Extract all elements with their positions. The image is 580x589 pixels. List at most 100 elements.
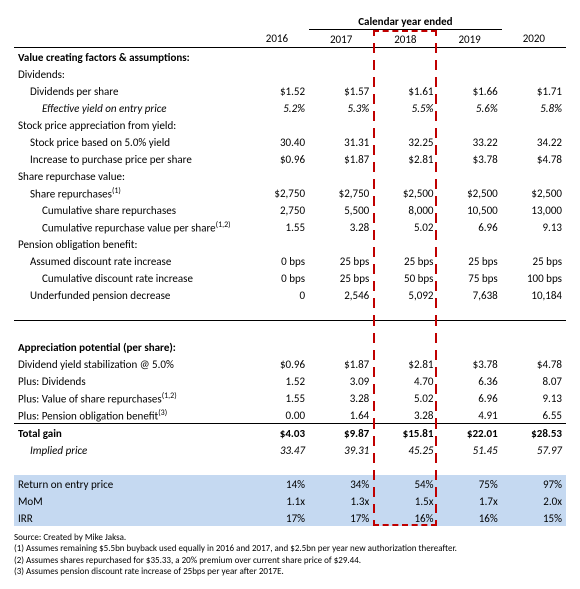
value-cell: 16% <box>437 509 501 526</box>
year-header: 2018 <box>373 30 437 48</box>
value-cell: 5.5% <box>373 99 437 116</box>
value-cell: 1.52 <box>245 372 309 389</box>
value-cell: $22.01 <box>437 424 501 442</box>
value-cell: $3.78 <box>437 150 501 167</box>
value-cell: 5.8% <box>502 99 566 116</box>
row-label: Cumulative share repurchases <box>14 201 245 218</box>
value-cell: 10,500 <box>437 201 501 218</box>
value-cell: $0.96 <box>245 150 309 167</box>
value-cell: 39.31 <box>309 441 373 458</box>
value-cell: 97% <box>502 475 566 492</box>
value-cell: 6.96 <box>437 389 501 406</box>
value-cell: $28.53 <box>502 424 566 442</box>
value-cell: $15.81 <box>373 424 437 442</box>
footnotes-block: Source: Created by Mike Jaksa. (1) Assum… <box>14 532 566 577</box>
value-cell: 9.13 <box>502 218 566 235</box>
value-cell: 3.28 <box>373 406 437 424</box>
value-cell: 31.31 <box>309 133 373 150</box>
value-cell: 2.0x <box>502 492 566 509</box>
value-cell: $2,750 <box>245 184 309 201</box>
value-cell: 1.55 <box>245 389 309 406</box>
value-cell: 1.1x <box>245 492 309 509</box>
value-cell: 32.25 <box>373 133 437 150</box>
value-cell: $4.78 <box>502 355 566 372</box>
value-cell: 33.22 <box>437 133 501 150</box>
value-cell: $4.78 <box>502 150 566 167</box>
value-cell: 51.45 <box>437 441 501 458</box>
value-cell: 5,500 <box>309 201 373 218</box>
value-cell: 1.7x <box>437 492 501 509</box>
value-cell: $1.66 <box>437 82 501 99</box>
row-label: Dividends per share <box>14 82 245 99</box>
value-cell: 9.13 <box>502 389 566 406</box>
value-cell: $1.87 <box>309 355 373 372</box>
row-label: Total gain <box>14 424 245 442</box>
value-cell: 25 bps <box>309 269 373 286</box>
footnote-2: (2) Assumes shares repurchased for $35.3… <box>14 555 566 566</box>
value-cell: 3.09 <box>309 372 373 389</box>
value-cell: 16% <box>373 509 437 526</box>
value-cell: 7,638 <box>437 286 501 303</box>
group-label: Pension obligation benefit: <box>14 235 245 252</box>
year-header: 2016 <box>245 30 309 48</box>
value-cell: 6.36 <box>437 372 501 389</box>
value-cell: $2,500 <box>502 184 566 201</box>
value-cell: $1.71 <box>502 82 566 99</box>
value-cell: 30.40 <box>245 133 309 150</box>
value-cell: 75% <box>437 475 501 492</box>
value-cell: 13,000 <box>502 201 566 218</box>
row-label: Effective yield on entry price <box>14 99 245 116</box>
row-label: Plus: Value of share repurchases(1,2) <box>14 389 245 406</box>
value-cell: 2,750 <box>245 201 309 218</box>
value-cell: 1.5x <box>373 492 437 509</box>
value-cell: 57.97 <box>502 441 566 458</box>
source-line: Source: Created by Mike Jaksa. <box>14 532 566 543</box>
value-cell: 75 bps <box>437 269 501 286</box>
value-cell: $1.52 <box>245 82 309 99</box>
value-cell: 25 bps <box>502 252 566 269</box>
return-row-label: Return on entry price <box>14 475 245 492</box>
value-cell: $2.81 <box>373 355 437 372</box>
return-row-label: MoM <box>14 492 245 509</box>
valuation-table: Calendar year ended20162017201820192020 … <box>14 12 566 526</box>
row-label: Underfunded pension decrease <box>14 286 245 303</box>
value-cell: 0.00 <box>245 406 309 424</box>
value-cell: 1.55 <box>245 218 309 235</box>
value-cell: 1.3x <box>309 492 373 509</box>
value-cell: 8.07 <box>502 372 566 389</box>
value-cell: 5.3% <box>309 99 373 116</box>
value-cell: $0.96 <box>245 355 309 372</box>
value-cell: 4.91 <box>437 406 501 424</box>
year-header: 2019 <box>437 30 501 48</box>
value-cell: 25 bps <box>309 252 373 269</box>
year-header: 2020 <box>502 30 566 48</box>
value-cell: 1.64 <box>309 406 373 424</box>
value-cell: 10,184 <box>502 286 566 303</box>
value-cell: $2,500 <box>373 184 437 201</box>
value-cell: 3.28 <box>309 218 373 235</box>
value-cell: $9.87 <box>309 424 373 442</box>
value-cell: 5.2% <box>245 99 309 116</box>
table-header: Calendar year ended20162017201820192020 <box>14 12 566 48</box>
value-cell: 54% <box>373 475 437 492</box>
value-cell: 5.02 <box>373 218 437 235</box>
value-cell: 5,092 <box>373 286 437 303</box>
value-cell: $3.78 <box>437 355 501 372</box>
value-cell: 100 bps <box>502 269 566 286</box>
value-cell: $1.61 <box>373 82 437 99</box>
return-row-label: IRR <box>14 509 245 526</box>
row-label: Cumulative discount rate increase <box>14 269 245 286</box>
row-label: Stock price based on 5.0% yield <box>14 133 245 150</box>
value-cell: $2.81 <box>373 150 437 167</box>
group-label: Stock price appreciation from yield: <box>14 116 245 133</box>
value-cell: 15% <box>502 509 566 526</box>
value-cell: $1.87 <box>309 150 373 167</box>
value-cell: 17% <box>245 509 309 526</box>
section-title: Appreciation potential (per share): <box>14 338 245 355</box>
value-cell: 34.22 <box>502 133 566 150</box>
value-cell: $4.03 <box>245 424 309 442</box>
value-cell: $2,750 <box>309 184 373 201</box>
value-cell: 50 bps <box>373 269 437 286</box>
row-label: Plus: Pension obligation benefit(3) <box>14 406 245 424</box>
row-label: Cumulative repurchase value per share(1,… <box>14 218 245 235</box>
